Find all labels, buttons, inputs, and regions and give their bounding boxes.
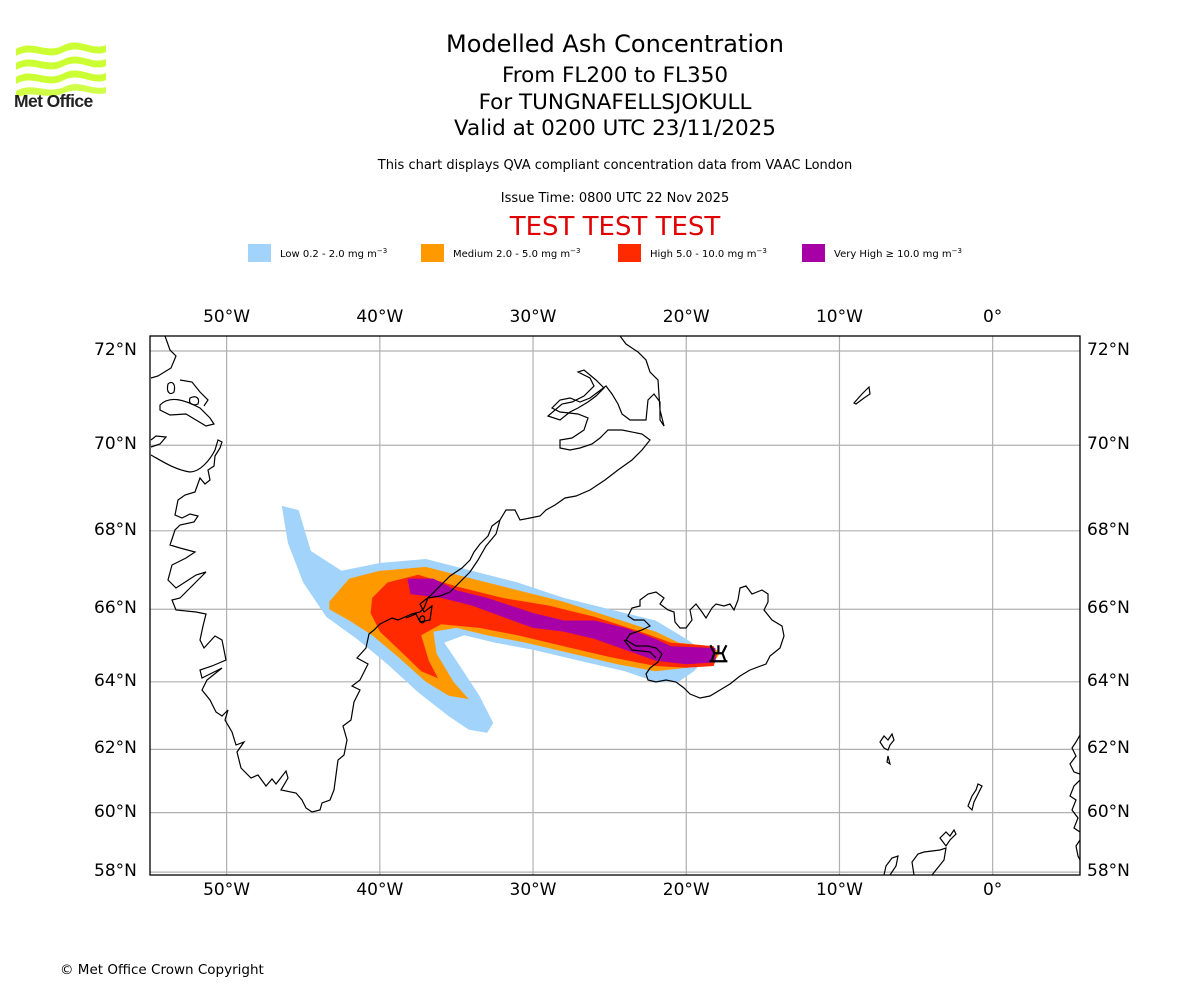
copyright: © Met Office Crown Copyright xyxy=(60,962,264,978)
volcano-marker-shape xyxy=(709,644,728,663)
legend-item-low: Low 0.2 - 2.0 mg m−3 xyxy=(248,244,387,262)
coastline-greenland-fjord-1 xyxy=(159,398,215,427)
legend-item-medium: Medium 2.0 - 5.0 mg m−3 xyxy=(421,244,580,262)
issue-time: Issue Time: 0800 UTC 22 Nov 2025 xyxy=(500,191,730,206)
lon-label-top: 50°W xyxy=(203,307,251,327)
lon-label-top: 0° xyxy=(982,307,1003,327)
coastline-greenland-west xyxy=(150,336,665,813)
lon-label-top: 40°W xyxy=(356,307,404,327)
description: This chart displays QVA compliant concen… xyxy=(377,158,853,173)
test-banner: TEST TEST TEST xyxy=(509,212,721,242)
legend-label-medium: Medium 2.0 - 5.0 mg m−3 xyxy=(453,246,581,260)
lon-label-top: 20°W xyxy=(662,307,710,327)
legend-item-high: High 5.0 - 10.0 mg m−3 xyxy=(618,244,767,262)
lat-label-right: 68°N xyxy=(1087,519,1130,540)
lat-label-left: 62°N xyxy=(94,738,137,759)
lon-label-top: 10°W xyxy=(815,307,863,327)
legend-swatch-very-high xyxy=(802,244,825,262)
valid-time: Valid at 0200 UTC 23/11/2025 xyxy=(453,116,776,141)
lon-label-bottom: 30°W xyxy=(509,880,557,900)
coastline-iceland-fjord xyxy=(623,639,657,659)
legend-swatch-high xyxy=(618,244,641,262)
coastline-faroe xyxy=(879,732,895,766)
lon-label-bottom: 10°W xyxy=(815,880,863,900)
legend-label-very-high: Very High ≥ 10.0 mg m−3 xyxy=(834,246,962,260)
lat-label-right: 64°N xyxy=(1087,670,1130,691)
lat-label-left: 66°N xyxy=(94,598,137,619)
lat-label-left: 60°N xyxy=(94,801,137,822)
coastline-scotland xyxy=(883,847,947,875)
coastlines xyxy=(150,336,1080,875)
coastline-greenland-small-loop xyxy=(419,615,426,624)
volcano-icon xyxy=(709,644,728,663)
lon-label-bottom: 40°W xyxy=(356,880,404,900)
lat-label-right: 72°N xyxy=(1087,339,1130,360)
lat-label-right: 58°N xyxy=(1087,861,1130,882)
met-office-logo-text: Met Office xyxy=(14,91,93,111)
gridlines xyxy=(150,336,1080,875)
coastline-iceland xyxy=(625,585,785,699)
map-frame xyxy=(149,335,1081,876)
lat-label-left: 72°N xyxy=(94,339,137,360)
coastline-greenland-fjord-2 xyxy=(179,379,209,407)
lat-label-left: 64°N xyxy=(94,670,137,691)
legend-swatch-low xyxy=(248,244,271,262)
lat-label-right: 62°N xyxy=(1087,738,1130,759)
coastline-jan-mayen xyxy=(853,385,871,405)
lat-label-right: 70°N xyxy=(1087,434,1130,455)
lon-label-top: 30°W xyxy=(509,307,557,327)
chart-title: Modelled Ash Concentration xyxy=(446,30,784,58)
coastline-greenland-east-south xyxy=(405,519,501,623)
ash-plume-layers xyxy=(281,505,720,733)
coastline-orkney xyxy=(939,828,957,848)
lat-label-right: 60°N xyxy=(1087,801,1130,822)
legend-swatch-medium xyxy=(421,244,444,262)
lon-label-bottom: 50°W xyxy=(203,880,251,900)
lat-label-left: 70°N xyxy=(94,434,137,455)
coastline-greenland-island-2 xyxy=(188,396,200,406)
legend-label-low: Low 0.2 - 2.0 mg m−3 xyxy=(280,246,388,260)
coastline-shetland xyxy=(967,783,983,812)
ash-plume-very-high xyxy=(407,578,716,665)
volcano-name: For TUNGNAFELLSJOKULL xyxy=(478,90,752,115)
coastline-greenland-east-fjord xyxy=(546,369,605,421)
legend-item-very-high: Very High ≥ 10.0 mg m−3 xyxy=(802,244,962,262)
lon-label-bottom: 20°W xyxy=(662,880,710,900)
lat-label-right: 66°N xyxy=(1087,598,1130,619)
coastline-norway xyxy=(1069,734,1080,861)
lat-label-left: 58°N xyxy=(94,861,137,882)
coastline-greenland-island-1 xyxy=(166,381,176,395)
lat-label-left: 68°N xyxy=(94,519,137,540)
lon-label-bottom: 0° xyxy=(982,880,1003,900)
legend-label-high: High 5.0 - 10.0 mg m−3 xyxy=(650,246,767,260)
met-office-waves-logo xyxy=(16,42,106,98)
flight-levels: From FL200 to FL350 xyxy=(501,63,729,88)
